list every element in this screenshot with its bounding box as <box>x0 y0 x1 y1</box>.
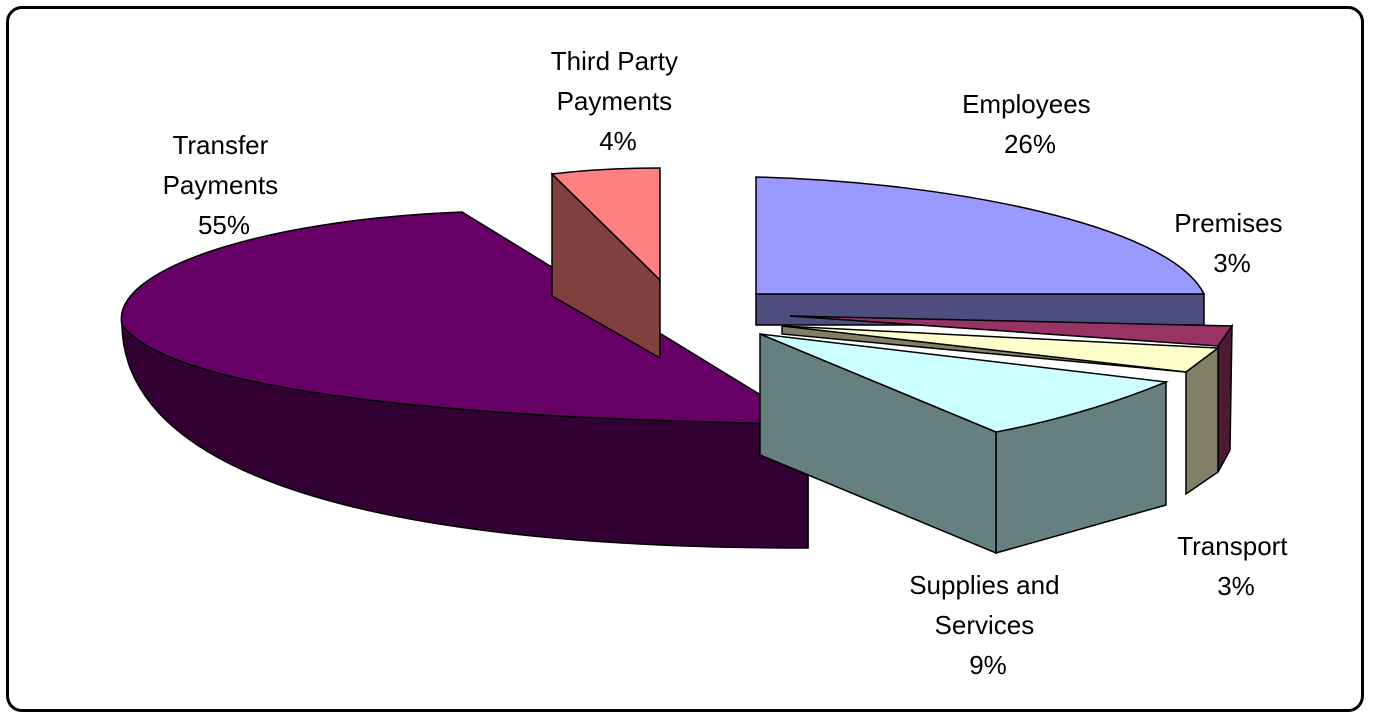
label-third-party-payments-line1: Third Party <box>551 46 678 76</box>
label-supplies-and-services-line1: Supplies and <box>909 570 1059 600</box>
slice-supplies-and-services <box>759 332 1169 555</box>
label-transfer-payments: Transfer Payments 55% <box>163 130 286 240</box>
slice-employees <box>755 176 1206 326</box>
slice-premises <box>789 315 1234 473</box>
slice-third-party-payments <box>550 167 661 360</box>
slice-transport <box>781 325 1221 496</box>
label-employees: Employees 26% <box>962 89 1098 159</box>
label-employees-line1: Employees <box>962 89 1091 119</box>
label-supplies-and-services: Supplies and Services 9% <box>909 570 1067 680</box>
slice-third-party-payments-top <box>550 167 661 282</box>
slice-transport-side <box>1185 346 1219 496</box>
label-transport-line1: Transport <box>1177 531 1288 561</box>
label-supplies-and-services-value: 9% <box>969 650 1007 680</box>
label-supplies-and-services-line2: Services <box>935 610 1035 640</box>
slice-transfer-payments-top <box>120 211 811 425</box>
slice-premises-side <box>1217 323 1233 473</box>
label-transfer-payments-line2: Payments <box>163 170 279 200</box>
label-premises: Premises 3% <box>1174 208 1290 278</box>
slice-employees-top <box>755 176 1206 295</box>
label-premises-value: 3% <box>1213 248 1251 278</box>
label-third-party-payments-line2: Payments <box>557 86 673 116</box>
label-premises-line1: Premises <box>1174 208 1282 238</box>
label-third-party-payments-value: 4% <box>599 126 637 156</box>
slice-transport-top <box>781 325 1221 373</box>
label-transfer-payments-value: 55% <box>198 210 250 240</box>
label-employees-value: 26% <box>1004 129 1056 159</box>
slice-premises-top <box>789 315 1234 347</box>
label-transport: Transport 3% <box>1177 531 1295 601</box>
slice-supplies-and-services-top <box>759 333 1169 433</box>
label-transport-value: 3% <box>1217 571 1255 601</box>
label-transfer-payments-line1: Transfer <box>172 130 268 160</box>
label-third-party-payments: Third Party Payments 4% <box>551 46 685 156</box>
slice-transfer-payments <box>120 211 811 549</box>
